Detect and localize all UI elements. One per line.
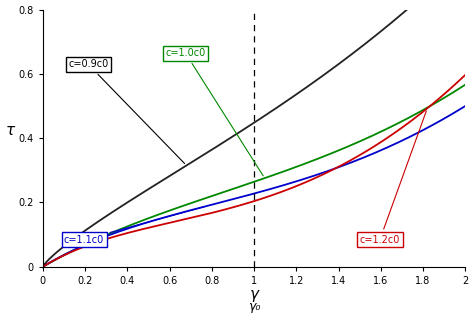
Y-axis label: τ: τ — [6, 123, 15, 138]
Text: γ₀: γ₀ — [248, 300, 260, 313]
Text: c=1.0c0: c=1.0c0 — [165, 48, 263, 176]
Text: c=1.1c0: c=1.1c0 — [64, 206, 205, 245]
Text: c=1.2c0: c=1.2c0 — [360, 111, 426, 245]
Text: c=0.9c0: c=0.9c0 — [68, 59, 184, 164]
X-axis label: γ: γ — [250, 287, 259, 302]
